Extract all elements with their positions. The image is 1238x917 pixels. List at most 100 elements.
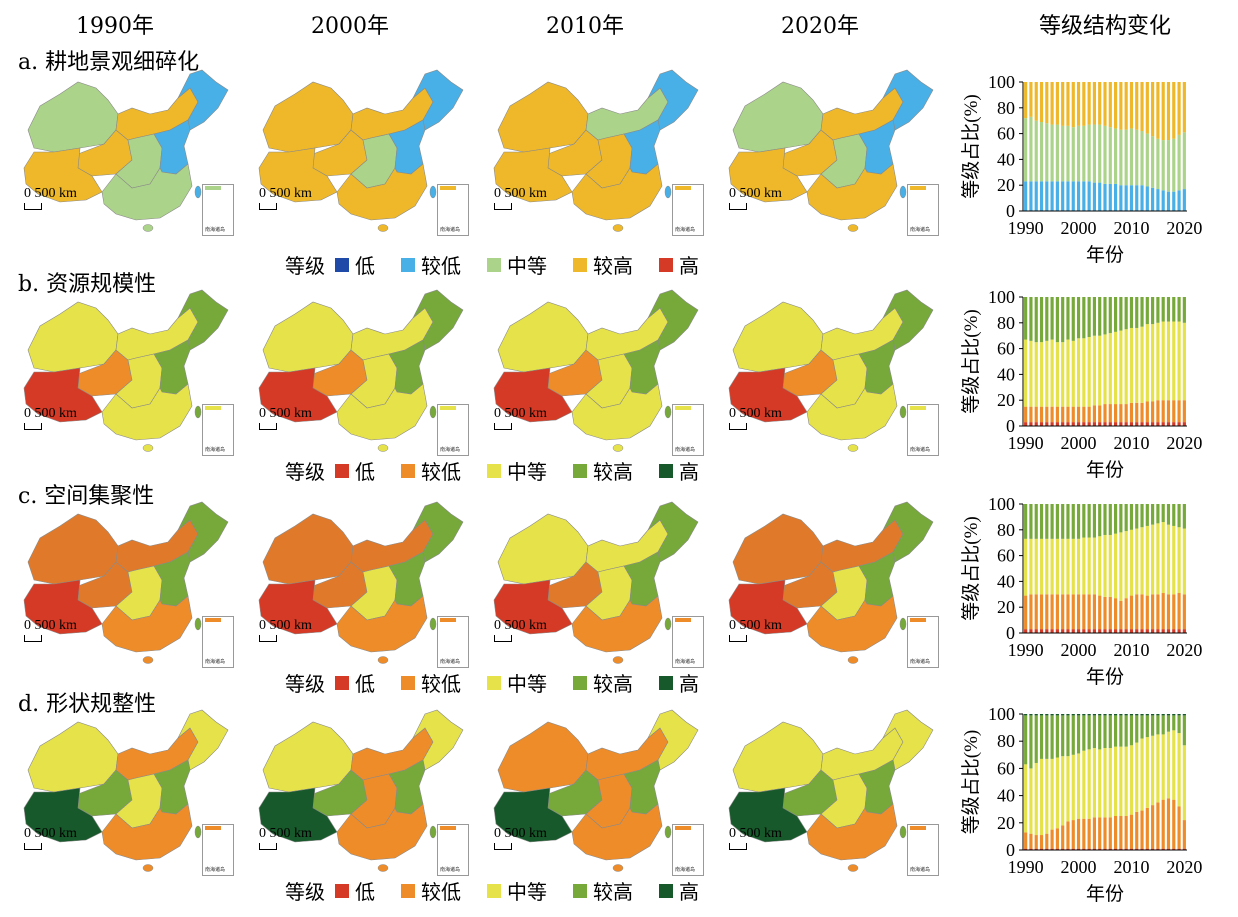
china-map: 0 500 km 南海诸岛 bbox=[725, 708, 939, 888]
legend-item: 较低 bbox=[401, 250, 461, 279]
bar-segment bbox=[1055, 406, 1059, 423]
bar-segment bbox=[1076, 125, 1081, 182]
scale-bar-line bbox=[24, 203, 42, 210]
legend-swatch bbox=[659, 463, 673, 478]
legend-swatch bbox=[401, 463, 415, 478]
inset-coast bbox=[440, 826, 456, 830]
bar-segment bbox=[1066, 714, 1070, 716]
map-region-west bbox=[497, 301, 589, 373]
legend-label: 高 bbox=[679, 254, 699, 278]
bar-segment bbox=[1172, 400, 1176, 423]
bar-segment bbox=[1161, 593, 1165, 630]
map-region-west bbox=[732, 301, 824, 373]
map-region-west bbox=[27, 81, 119, 153]
bar-segment bbox=[1050, 124, 1054, 182]
y-tick-label: 100 bbox=[988, 494, 1015, 514]
bar-segment bbox=[1098, 629, 1102, 633]
legend-label: 较高 bbox=[593, 672, 633, 696]
bar-segment bbox=[1092, 714, 1097, 716]
bar-segment bbox=[1145, 807, 1149, 849]
scale-bar-line bbox=[24, 423, 42, 430]
bar-segment bbox=[1024, 538, 1028, 596]
map-region-south bbox=[806, 595, 898, 653]
bar-segment bbox=[1140, 810, 1144, 849]
map-region-tibet bbox=[728, 367, 808, 423]
bar-segment bbox=[1092, 405, 1097, 423]
legend-swatch bbox=[487, 883, 501, 898]
bar-segment bbox=[1076, 753, 1081, 819]
x-tick-label: 1990 bbox=[1008, 857, 1044, 877]
legend-swatch bbox=[487, 257, 501, 272]
scale-bar-label: 0 500 km bbox=[494, 826, 547, 841]
bar-segment bbox=[1066, 538, 1070, 595]
y-tick-label: 80 bbox=[997, 98, 1015, 118]
scale-bar-line bbox=[494, 203, 512, 210]
bar-segment bbox=[1045, 504, 1049, 539]
bar-segment bbox=[1108, 127, 1112, 184]
bar-segment bbox=[1098, 714, 1102, 716]
scale-bar: 0 500 km bbox=[259, 186, 312, 210]
map-region-south bbox=[806, 803, 898, 861]
legend-b: 等级 低 较低 中等 较高 高 bbox=[285, 456, 715, 485]
scale-bar-line bbox=[259, 423, 277, 430]
inset-label: 南海诸岛 bbox=[675, 447, 696, 453]
bar-segment bbox=[1071, 340, 1075, 407]
bar-segment bbox=[1082, 297, 1086, 339]
bar-segment bbox=[1103, 422, 1107, 426]
bar-segment bbox=[1156, 189, 1160, 211]
china-map: 0 500 km 南海诸岛 bbox=[20, 288, 234, 468]
bar-segment bbox=[1140, 504, 1144, 528]
bar-segment bbox=[1124, 297, 1128, 330]
bar-segment bbox=[1177, 504, 1181, 528]
bar-segment bbox=[1087, 406, 1091, 423]
bar-segment bbox=[1098, 817, 1102, 849]
stacked-bar-chart: 0 20 40 60 80 100 1990 2000 2010 2020 年份 等级占比(%) bbox=[960, 704, 1202, 905]
map-region-hainan bbox=[377, 224, 389, 232]
inset-coast bbox=[440, 186, 456, 190]
map-region-tibet bbox=[23, 579, 103, 635]
bar-segment bbox=[1076, 715, 1081, 754]
bar-segment bbox=[1108, 715, 1112, 748]
bar-segment bbox=[1108, 714, 1112, 716]
inset-label: 南海诸岛 bbox=[205, 447, 226, 453]
map-region-west bbox=[262, 301, 354, 373]
bar-segment bbox=[1129, 529, 1134, 596]
bar-segment bbox=[1087, 594, 1091, 630]
bar-segment bbox=[1034, 82, 1038, 121]
map-region-west bbox=[497, 81, 589, 153]
bar-segment bbox=[1108, 297, 1112, 334]
bar-segment bbox=[1039, 629, 1044, 633]
legend-item: 较高 bbox=[573, 456, 633, 485]
bar-segment bbox=[1182, 132, 1186, 190]
map-svg bbox=[23, 289, 229, 452]
bar-segment bbox=[1029, 594, 1033, 630]
year-header-1990: 1990年 bbox=[76, 14, 154, 39]
inset-coast bbox=[205, 406, 221, 410]
bar-segment bbox=[1055, 714, 1059, 716]
bar-segment bbox=[1071, 406, 1075, 423]
bar-segment bbox=[1066, 848, 1070, 850]
map-region-taiwan bbox=[899, 825, 907, 839]
bar-segment bbox=[1045, 82, 1049, 124]
map-region-northeast bbox=[882, 289, 934, 351]
bar-segment bbox=[1113, 714, 1118, 716]
bar-segment bbox=[1108, 596, 1112, 630]
bar-segment bbox=[1124, 422, 1128, 426]
inset-coast bbox=[910, 826, 926, 830]
y-tick-label: 40 bbox=[997, 364, 1015, 384]
scale-bar-line bbox=[494, 423, 512, 430]
bar-segment bbox=[1076, 181, 1081, 211]
bar-segment bbox=[1156, 715, 1160, 735]
y-tick-label: 60 bbox=[997, 339, 1015, 359]
map-region-taiwan bbox=[664, 185, 672, 199]
bar-segment bbox=[1082, 818, 1086, 849]
bar-segment bbox=[1087, 181, 1091, 211]
south-china-sea-inset: 南海诸岛 bbox=[672, 184, 704, 236]
south-china-sea-inset: 南海诸岛 bbox=[202, 616, 234, 668]
bar-segment bbox=[1055, 715, 1059, 758]
bar-segment bbox=[1156, 297, 1160, 323]
china-map: 0 500 km 南海诸岛 bbox=[725, 288, 939, 468]
map-region-south bbox=[336, 803, 428, 861]
bar-segment bbox=[1145, 82, 1149, 134]
bar-segment bbox=[1113, 715, 1118, 747]
